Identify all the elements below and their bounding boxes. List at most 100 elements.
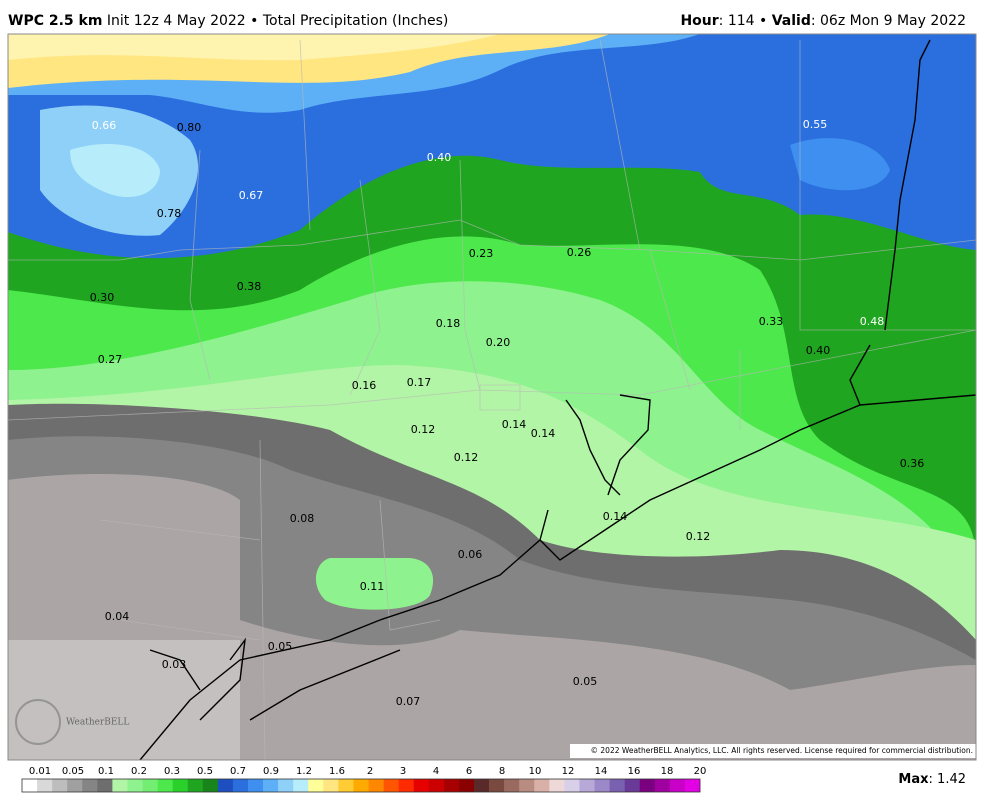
- legend-swatch: [398, 779, 415, 792]
- legend-swatch: [519, 779, 535, 792]
- value-label: 0.36: [900, 457, 925, 470]
- legend-swatch: [127, 779, 143, 792]
- valid-label: Valid: [772, 13, 811, 29]
- hour-text: : 114 •: [719, 13, 768, 29]
- legend-swatch: [37, 779, 53, 792]
- legend-swatch: [684, 779, 701, 792]
- legend-swatch: [383, 779, 399, 792]
- valid-text: : 06z Mon 9 May 2022: [811, 13, 966, 29]
- max: Max: 1.42: [898, 772, 966, 787]
- legend-swatch: [293, 779, 309, 792]
- legend-swatch: [534, 779, 550, 792]
- legend-swatch: [97, 779, 113, 792]
- legend-swatch: [458, 779, 475, 792]
- value-label: 0.48: [860, 315, 885, 328]
- value-label: 0.05: [268, 640, 293, 653]
- value-label: 0.14: [502, 418, 527, 431]
- legend-swatch: [549, 779, 565, 792]
- product: WPC 2.5 km: [8, 13, 102, 29]
- legend-tick-label: 0.01: [29, 766, 51, 777]
- value-label: 0.04: [105, 610, 130, 623]
- legend-swatch: [52, 779, 68, 792]
- legend-swatch: [323, 779, 339, 792]
- legend-tick-label: 0.05: [62, 766, 84, 777]
- legend-swatch: [187, 779, 204, 792]
- value-label: 0.12: [454, 451, 479, 464]
- hour-label: Hour: [680, 13, 718, 29]
- value-label: 0.26: [567, 246, 592, 259]
- legend-tick-label: 0.1: [98, 766, 114, 777]
- value-label: 0.78: [157, 207, 182, 220]
- value-label: 0.16: [352, 379, 377, 392]
- logo-mark: [15, 699, 61, 745]
- map: 0.66 0.80 0.40 0.55 0.67 0.78 0.23 0.26 0.30 0.38…: [8, 34, 976, 760]
- zone: [70, 144, 160, 198]
- legend-tick-label: 1.2: [296, 766, 312, 777]
- subtitle: Init 12z 4 May 2022 • Total Precipitatio…: [107, 13, 449, 29]
- legend-swatch: [428, 779, 445, 792]
- legend-tick-label: 6: [466, 766, 472, 777]
- legend-tick-label: 0.5: [197, 766, 213, 777]
- legend-tick-label: 0.3: [164, 766, 180, 777]
- value-label: 0.66: [92, 119, 117, 132]
- legend-swatch: [654, 779, 671, 792]
- value-label: 0.17: [407, 376, 432, 389]
- legend-tick-label: 0.2: [131, 766, 147, 777]
- value-label: 0.08: [290, 512, 315, 525]
- value-label: 0.40: [427, 151, 452, 164]
- legend-swatch: [474, 779, 490, 792]
- legend-swatch: [157, 779, 173, 792]
- legend-swatch: [22, 779, 38, 792]
- legend-tick-label: 10: [529, 766, 542, 777]
- legend-tick-label: 0.9: [263, 766, 279, 777]
- legend-swatch: [263, 779, 279, 792]
- value-label: 0.03: [162, 658, 187, 671]
- legend-swatch: [353, 779, 369, 792]
- value-label: 0.14: [531, 427, 556, 440]
- legend-swatch: [368, 779, 384, 792]
- logo: WeatherBELL: [66, 718, 129, 728]
- legend-swatch: [609, 779, 625, 792]
- value-label: 0.07: [396, 695, 421, 708]
- value-label: 0.18: [436, 317, 461, 330]
- legend-tick-label: 16: [628, 766, 641, 777]
- copyright-bg: [570, 744, 976, 758]
- value-label: 0.12: [411, 423, 436, 436]
- legend-swatch: [639, 779, 656, 792]
- legend-tick-label: 8: [499, 766, 505, 777]
- legend-tick-label: 20: [694, 766, 707, 777]
- borders: [8, 39, 976, 760]
- legend-swatch: [413, 779, 430, 792]
- value-label: 0.33: [759, 315, 784, 328]
- header-right: Hour: 114 • Valid: 06z Mon 9 May 2022: [680, 13, 966, 29]
- value-label: 0.20: [486, 336, 511, 349]
- value-label: 0.80: [177, 121, 202, 134]
- legend-swatch: [112, 779, 128, 792]
- legend-swatch: [338, 779, 354, 792]
- legend-swatch: [579, 779, 595, 792]
- legend-swatch: [669, 779, 686, 792]
- legend-swatch: [278, 779, 294, 792]
- legend-tick-label: 18: [661, 766, 674, 777]
- legend-swatch: [624, 779, 641, 792]
- legend-tick-label: 14: [595, 766, 608, 777]
- value-label: 0.38: [237, 280, 262, 293]
- legend-swatch: [564, 779, 580, 792]
- map-frame: [7, 33, 977, 761]
- legend-tick-label: 3: [400, 766, 406, 777]
- value-label: 0.27: [98, 353, 123, 366]
- value-label: 0.05: [573, 675, 598, 688]
- legend-swatch: [172, 779, 189, 792]
- legend-swatch: [217, 779, 234, 792]
- value-label: 0.67: [239, 189, 264, 202]
- legend-swatch: [248, 779, 264, 792]
- value-label: 0.06: [458, 548, 483, 561]
- coastline: [139, 39, 976, 760]
- zone: [8, 34, 500, 61]
- value-label: 0.55: [803, 118, 828, 131]
- legend-tick-label: 0.7: [230, 766, 246, 777]
- legend-tick-label: 4: [433, 766, 439, 777]
- value-labels: 0.66 0.80 0.40 0.55 0.67 0.78 0.23 0.26 0.30 0.38…: [90, 118, 925, 708]
